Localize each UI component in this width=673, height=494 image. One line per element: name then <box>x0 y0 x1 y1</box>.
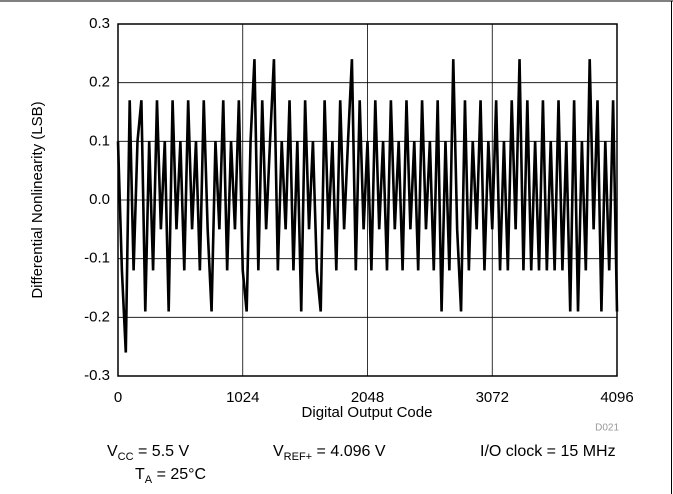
y-tick-label: 0.1 <box>89 132 110 149</box>
annotation: TA = 25°C <box>135 466 206 486</box>
annotation-text: T <box>135 466 145 483</box>
x-tick-label: 1024 <box>226 389 259 406</box>
x-tick-label: 0 <box>114 389 122 406</box>
y-tick-label: -0.3 <box>84 367 110 384</box>
annotation: VREF+ = 4.096 V <box>273 443 386 463</box>
annotation-subscript: CC <box>118 451 134 463</box>
x-tick-label: 4096 <box>600 389 633 406</box>
y-tick-label: -0.1 <box>84 250 110 267</box>
annotation-text: = 4.096 V <box>312 443 386 460</box>
y-tick-label: 0.3 <box>89 15 110 32</box>
x-axis-label: Digital Output Code <box>302 404 433 421</box>
annotation-text: = 25°C <box>152 466 206 483</box>
annotation: VCC = 5.5 V <box>107 443 189 463</box>
figure-id: D021 <box>595 423 619 434</box>
annotation-text: = 5.5 V <box>134 443 190 460</box>
annotation-text: V <box>107 443 118 460</box>
annotation-text: V <box>273 443 284 460</box>
x-tick-label: 2048 <box>351 389 384 406</box>
annotation: I/O clock = 15 MHz <box>480 443 616 460</box>
annotation-subscript: A <box>145 474 153 486</box>
data-line <box>116 59 619 353</box>
plot-border <box>117 23 618 377</box>
y-tick-label: 0.2 <box>89 74 110 91</box>
x-tick-label: 3072 <box>476 389 509 406</box>
annotation-subscript: REF+ <box>284 451 312 463</box>
annotation-text: I/O clock = 15 MHz <box>480 443 616 460</box>
y-tick-label: -0.2 <box>84 308 110 325</box>
y-axis-label: Differential Nonlinearity (LSB) <box>29 101 46 298</box>
y-tick-label: 0.0 <box>89 191 110 208</box>
